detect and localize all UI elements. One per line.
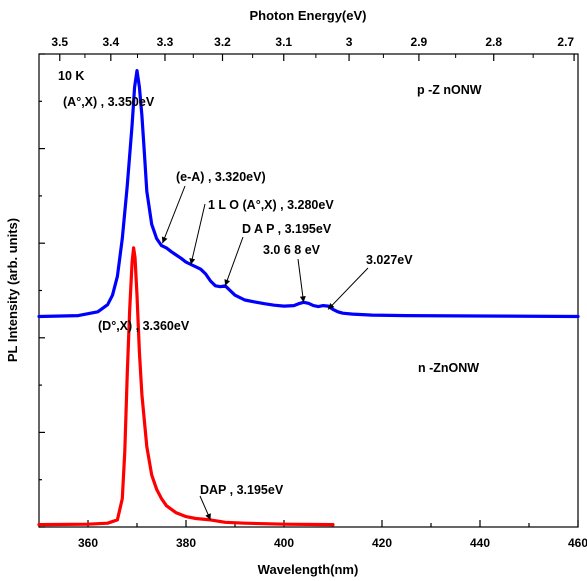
x2-tick-label: 2.8	[485, 35, 502, 49]
x-axis-top: 3.5 3.4 3.3 3.2 3.1 3 2.9 2.8 2.7	[51, 35, 575, 61]
annot-dap-p: D A P , 3.195eV	[242, 222, 332, 236]
annot-3068: 3.0 6 8 eV	[263, 243, 321, 257]
x-axis-title-top: Photon Energy(eV)	[249, 8, 366, 23]
x-axis-title-bottom: Wavelength(nm)	[258, 562, 359, 577]
x2-tick-label: 3.2	[214, 35, 231, 49]
series-line-n-zno	[37, 246, 335, 527]
annotation-arrow	[162, 185, 186, 244]
y-axis-ticks	[39, 53, 45, 528]
annotation-arrowhead	[328, 303, 335, 310]
annotation-arrow	[327, 267, 369, 310]
annotation-arrow	[224, 236, 244, 286]
series-line-p-zno	[37, 68, 580, 319]
annotation-arrowhead	[299, 295, 306, 303]
x-tick-label: 460	[568, 536, 587, 550]
annot-10k: 10 K	[58, 69, 84, 83]
x2-tick-label: 3	[346, 35, 353, 49]
x2-tick-label: 3.1	[275, 35, 292, 49]
annotation-arrowhead	[224, 279, 231, 286]
annotation-arrow	[297, 258, 305, 303]
annot-1lo: 1 L O (A°,X) , 3.280eV	[208, 198, 334, 212]
x2-tick-label: 3.4	[102, 35, 119, 49]
series-group	[37, 68, 580, 527]
x-tick-label: 360	[78, 536, 98, 550]
x2-tick-label: 2.7	[557, 35, 574, 49]
plot-frame	[38, 53, 579, 528]
x-axis-bottom: 360 380 400 420 440 460	[38, 520, 587, 550]
annot-nzno: n -ZnONW	[418, 361, 479, 375]
annot-ea: (e-A) , 3.320eV)	[176, 170, 266, 184]
annot-dox: (D°,X) , 3.360eV	[98, 319, 190, 333]
annotation-arrowhead	[161, 236, 168, 244]
annotation-arrowhead	[189, 257, 196, 265]
y-axis-title: PL Intensity (arb. units)	[5, 218, 20, 362]
x2-tick-label: 2.9	[411, 35, 428, 49]
x2-tick-label: 3.3	[157, 35, 174, 49]
annotation-arrowhead	[205, 513, 211, 520]
x-tick-label: 420	[372, 536, 392, 550]
annotation-arrow	[190, 203, 206, 265]
x-tick-label: 440	[470, 536, 490, 550]
annot-dap-n: DAP , 3.195eV	[200, 483, 284, 497]
annot-aox: (A°,X) , 3.350eV	[63, 95, 155, 109]
annotation-arrows	[161, 185, 369, 521]
annot-3027: 3.027eV	[366, 253, 413, 267]
annot-pzno: p -Z nONW	[417, 83, 482, 97]
x2-tick-label: 3.5	[51, 35, 68, 49]
x-tick-label: 380	[176, 536, 196, 550]
x-tick-label: 400	[274, 536, 294, 550]
